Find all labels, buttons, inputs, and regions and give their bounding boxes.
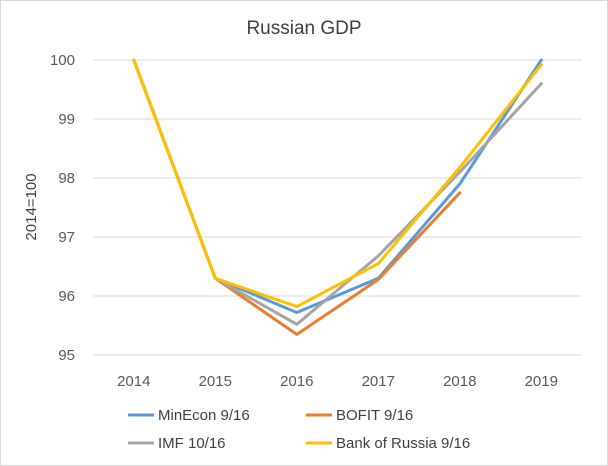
legend: MinEcon 9/16 BOFIT 9/16 IMF 10/16 Bank of R…	[128, 407, 470, 452]
x-tick-label: 2018	[443, 373, 476, 390]
y-tick-label: 95	[58, 347, 75, 364]
legend-label: BOFIT 9/16	[336, 407, 413, 424]
y-tick-label: 97	[58, 229, 75, 246]
legend-label: Bank of Russia 9/16	[336, 435, 470, 452]
series-line-1	[132, 58, 462, 336]
x-axis-ticks: 2014 2015 2016 2017 2018 2019	[117, 373, 558, 390]
legend-label: IMF 10/16	[158, 435, 226, 452]
y-axis-title: 2014=100	[23, 173, 40, 240]
x-tick-label: 2019	[525, 373, 558, 390]
y-tick-label: 99	[58, 111, 75, 128]
legend-label: MinEcon 9/16	[158, 407, 250, 424]
series-line-0	[132, 58, 543, 314]
y-axis-ticks: 95 96 97 98 99 100	[50, 52, 75, 364]
gridlines	[93, 59, 582, 356]
chart-title: Russian GDP	[246, 18, 361, 39]
x-tick-label: 2016	[280, 373, 313, 390]
series-lines	[132, 58, 543, 336]
series-line-3	[132, 58, 543, 309]
x-tick-label: 2015	[199, 373, 232, 390]
y-tick-label: 100	[50, 52, 75, 69]
y-tick-label: 96	[58, 288, 75, 305]
y-tick-label: 98	[58, 170, 75, 187]
x-tick-label: 2017	[362, 373, 395, 390]
x-tick-label: 2014	[117, 373, 150, 390]
